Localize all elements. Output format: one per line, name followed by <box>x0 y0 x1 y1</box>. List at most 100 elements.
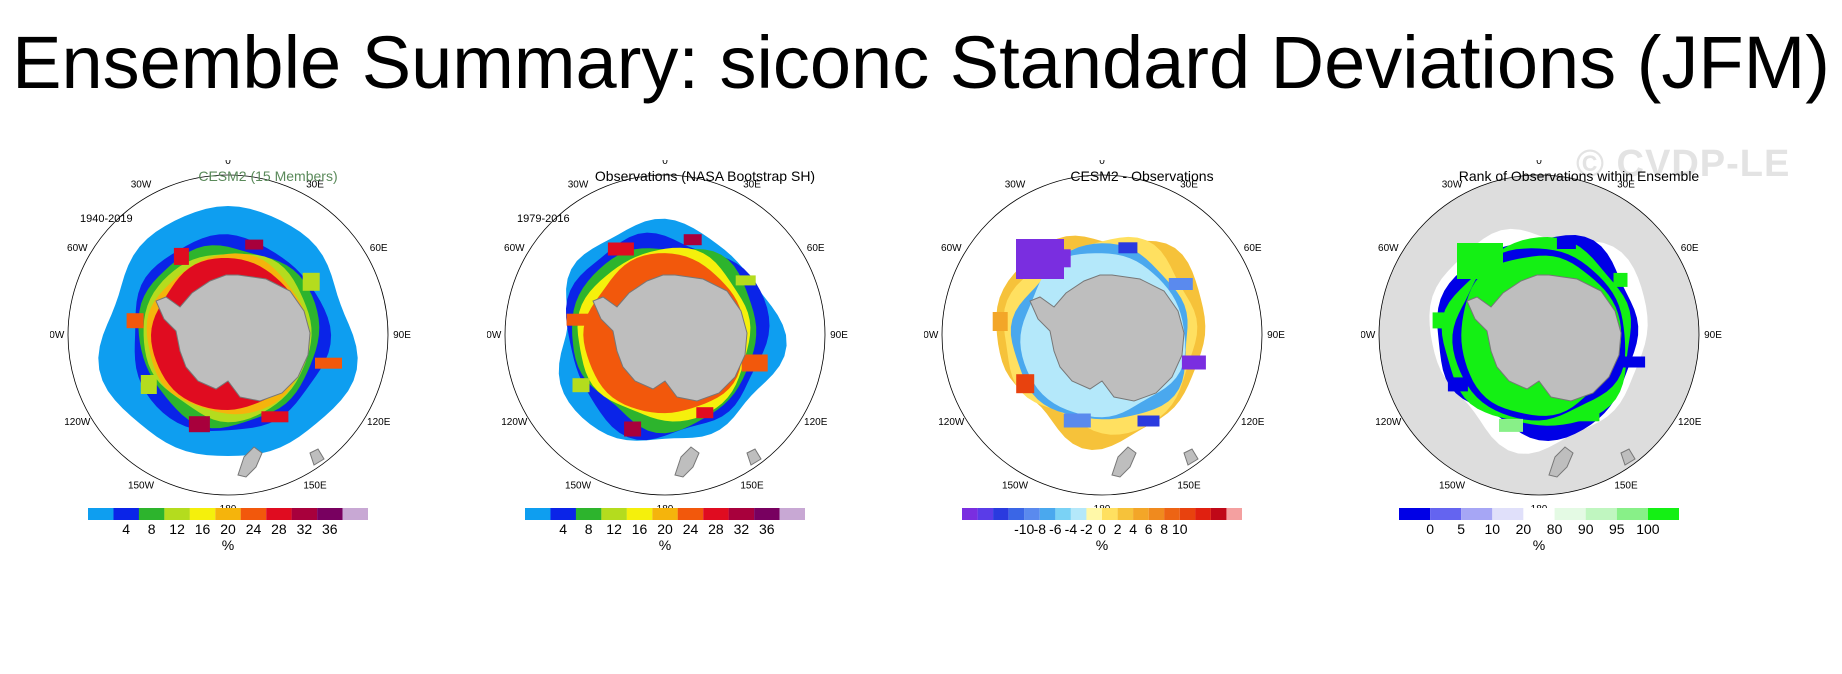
colorbar-tick-label: 2 <box>1114 521 1122 537</box>
new-zealand-land <box>237 446 325 478</box>
ice-pixel-patch <box>173 247 189 265</box>
colorbar-bin <box>703 508 729 520</box>
longitude-label: 30E <box>743 179 761 190</box>
longitude-label: 120E <box>804 417 828 428</box>
longitude-label: 150W <box>1002 481 1029 492</box>
colorbar-bin <box>164 508 190 520</box>
panel-rank: 030E60E90E120E150E180150W120W90W60W30W05… <box>1361 160 1797 660</box>
colorbar-bin <box>1039 508 1056 520</box>
colorbar-tick-label: -10 <box>1014 521 1034 537</box>
colorbar-tick-label: 0 <box>1098 521 1106 537</box>
weddell-high-rank-patch <box>1457 243 1503 279</box>
colorbar-tick-label: 28 <box>708 521 724 537</box>
colorbar-tick-label: 36 <box>759 521 775 537</box>
colorbar-bin <box>601 508 627 520</box>
colorbar-bin <box>1008 508 1025 520</box>
ice-pixel-patch <box>696 407 714 419</box>
longitude-label: 30W <box>131 179 152 190</box>
map-boundary <box>504 174 826 496</box>
longitude-label: 30E <box>1180 179 1198 190</box>
weddell-negative-patch <box>1016 239 1064 279</box>
polar-map: 030E60E90E120E150E180150W120W90W60W30W48… <box>487 160 848 553</box>
longitude-label: 90W <box>50 330 65 341</box>
colorbar-tick-label: 4 <box>122 521 130 537</box>
panel-title: Rank of Observations within Ensemble <box>1458 168 1700 184</box>
colorbar: 4 8 12 16 20 24 28 32 36% <box>88 508 368 553</box>
longitude-label: 60E <box>1681 243 1699 254</box>
longitude-label: 30W <box>1005 179 1026 190</box>
panel-difference: 030E60E90E120E150E180150W120W90W60W30W-1… <box>924 160 1360 660</box>
colorbar-tick-label: 16 <box>632 521 648 537</box>
longitude-label: 60W <box>504 243 525 254</box>
ice-pixel-patch <box>1622 356 1646 368</box>
colorbar-tick-label: 0 <box>1426 521 1434 537</box>
colorbar-bin <box>754 508 780 520</box>
ice-pixel-patch <box>735 275 756 286</box>
longitude-label: 90E <box>1267 330 1285 341</box>
colorbar-tick-label: 5 <box>1457 521 1465 537</box>
longitude-label: 150W <box>128 481 155 492</box>
map-boundary <box>1378 174 1700 496</box>
colorbar-bin <box>1148 508 1165 520</box>
antarctica-land <box>155 274 311 402</box>
colorbar-bin <box>1164 508 1180 520</box>
new-zealand-land <box>1111 446 1199 478</box>
colorbar-tick-label: 90 <box>1578 521 1594 537</box>
colorbar-bin <box>1024 508 1040 520</box>
new-zealand-land <box>1548 446 1636 478</box>
ice-pixel-patch <box>302 272 320 291</box>
ice-pixel-patch <box>126 313 144 329</box>
ice-pixel-patch <box>741 354 768 372</box>
longitude-label: 120E <box>367 417 391 428</box>
colorbar-bin <box>342 508 368 520</box>
colorbar-bin <box>1492 508 1524 520</box>
colorbar-bin <box>977 508 994 520</box>
colorbar-tick-label: 80 <box>1547 521 1563 537</box>
ice-pixel-patch <box>140 375 157 394</box>
longitude-label: 120W <box>501 417 528 428</box>
longitude-label: 120E <box>1241 417 1265 428</box>
map-boundary <box>67 174 389 496</box>
longitude-label: 30W <box>1442 179 1463 190</box>
colorbar-bin <box>728 508 755 520</box>
longitude-label: 90W <box>924 330 939 341</box>
colorbar-bin <box>1117 508 1134 520</box>
colorbar-bin <box>1616 508 1648 520</box>
colorbar-tick-label: 8 <box>585 521 593 537</box>
longitude-label: 60E <box>1244 243 1262 254</box>
longitude-label: 120W <box>64 417 91 428</box>
longitude-label: 0 <box>225 160 231 167</box>
colorbar-bin <box>779 508 805 520</box>
colorbar-tick-label: 10 <box>1485 521 1501 537</box>
colorbar-bin <box>1399 508 1431 520</box>
ice-pixel-patch <box>1572 411 1600 422</box>
colorbar: 0 5 10 20 80 90 95 100% <box>1399 508 1679 553</box>
ice-pixel-patch <box>1063 413 1091 428</box>
ice-pixel-patch <box>1137 415 1160 427</box>
longitude-label: 60E <box>370 243 388 254</box>
colorbar-tick-label: -6 <box>1049 521 1062 537</box>
ice-pixel-patch <box>992 312 1008 331</box>
colorbar-bin <box>1179 508 1196 520</box>
ice-pixel-patch <box>315 357 342 369</box>
colorbar-bin <box>1070 508 1087 520</box>
ice-pixel-patch <box>1016 374 1035 394</box>
ice-pixel-patch <box>624 421 642 437</box>
colorbar: 4 8 12 16 20 24 28 32 36% <box>525 508 805 553</box>
colorbar-bin <box>1523 508 1555 520</box>
colorbar-bin <box>652 508 678 520</box>
ice-pixel-patch <box>1168 278 1193 290</box>
colorbar-tick-label: 95 <box>1609 521 1625 537</box>
colorbar-tick-label: 28 <box>271 521 287 537</box>
longitude-label: 150E <box>740 481 764 492</box>
colorbar-bin <box>317 508 343 520</box>
longitude-label: 60W <box>1378 243 1399 254</box>
colorbar-tick-label: 8 <box>148 521 156 537</box>
longitude-label: 150E <box>1177 481 1201 492</box>
colorbar: -10 -8 -6 -4 -2 0 2 4 6 8 10% <box>962 508 1242 553</box>
polar-map: 030E60E90E120E150E180150W120W90W60W30W05… <box>1361 160 1722 553</box>
colorbar-bin <box>993 508 1009 520</box>
colorbar-bin <box>1086 508 1102 520</box>
antarctica-land <box>592 274 748 402</box>
longitude-label: 150W <box>1439 481 1466 492</box>
